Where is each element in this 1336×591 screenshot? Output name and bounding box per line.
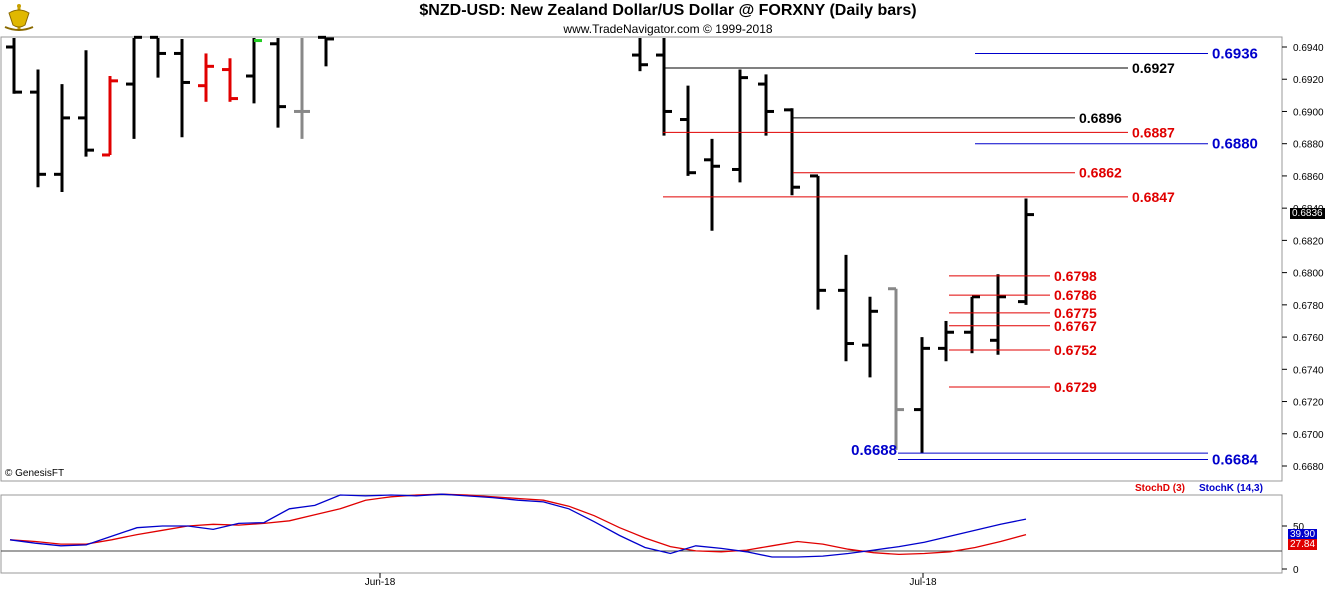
ohlc-bar (838, 254, 854, 362)
ohlc-bar (174, 38, 190, 138)
ohlc-bar (964, 295, 980, 354)
price-tick-label: 0.6920 (1293, 75, 1324, 86)
ohlc-bar (6, 38, 22, 94)
ohlc-bar (632, 38, 648, 72)
ohlc-bar (732, 69, 748, 183)
price-level-label: 0.6862 (1079, 165, 1122, 181)
price-tick-label: 0.6720 (1293, 398, 1324, 409)
stoch-d-last-box: 27.84 (1288, 539, 1318, 550)
ohlc-bar (294, 38, 310, 139)
price-tick-label: 0.6760 (1293, 333, 1324, 344)
stoch-tick-label: 0 (1293, 565, 1299, 576)
price-level-label: 0.6752 (1054, 342, 1097, 358)
x-tick-label: Jun-18 (365, 577, 396, 588)
price-level-label: 0.6927 (1132, 60, 1175, 76)
price-tick-label: 0.6700 (1293, 430, 1324, 441)
ohlc-bar (150, 35, 166, 78)
price-level-label: 0.6896 (1079, 110, 1122, 126)
stoch-tick-label: 50 (1293, 522, 1305, 533)
stoch-series-line (9, 493, 1027, 556)
price-panel (0, 36, 1283, 482)
chart-subtitle: www.TradeNavigator.com © 1999-2018 (563, 22, 773, 36)
price-level-label: 0.6775 (1054, 305, 1097, 321)
price-level-label: 0.6688 (851, 442, 897, 459)
ohlc-bar (54, 84, 70, 193)
ohlc-bar (938, 320, 954, 362)
price-level-label: 0.6684 (1212, 452, 1259, 469)
legend-stoch-d: StochD (3) (1135, 483, 1185, 494)
last-price-box: 0.6836 (1290, 208, 1325, 219)
price-level-label: 0.6729 (1054, 379, 1097, 395)
ohlc-bar (914, 337, 930, 454)
price-level-label: 0.6786 (1054, 287, 1097, 303)
ohlc-bar (758, 74, 774, 136)
ohlc-bar (30, 69, 46, 188)
ohlc-bar (810, 174, 826, 310)
price-level-label: 0.6798 (1054, 268, 1097, 284)
price-tick-label: 0.6820 (1293, 236, 1324, 247)
ohlc-bar (862, 296, 878, 378)
price-tick-label: 0.6680 (1293, 462, 1324, 473)
ohlc-bar (270, 38, 286, 128)
ohlc-bar (784, 108, 800, 196)
price-tick-label: 0.6860 (1293, 172, 1324, 183)
ohlc-bar (222, 58, 238, 102)
stoch-k-last-box: 39.90 (1288, 529, 1318, 540)
ohlc-bar (656, 38, 672, 136)
stochastic-panel (0, 494, 1283, 574)
price-level-label: 0.6880 (1212, 136, 1258, 153)
price-tick-label: 0.6800 (1293, 269, 1324, 280)
price-tick-label: 0.6780 (1293, 301, 1324, 312)
copyright-text: © GenesisFT (5, 468, 65, 479)
ohlc-bar (888, 287, 904, 450)
ohlc-bar (318, 35, 334, 67)
x-tick-label: Jul-18 (909, 577, 937, 588)
price-tick-label: 0.6900 (1293, 107, 1324, 118)
ohlc-bar (680, 85, 696, 176)
ohlc-bar (246, 38, 262, 104)
ohlc-bar (704, 138, 720, 231)
trade-navigator-logo-icon (4, 4, 34, 31)
chart-title: $NZD-USD: New Zealand Dollar/US Dollar @… (419, 2, 917, 19)
ohlc-bar (102, 76, 118, 157)
price-level-label: 0.6847 (1132, 189, 1175, 205)
price-level-label: 0.6936 (1212, 45, 1258, 62)
ohlc-bar (126, 35, 142, 139)
ohlc-bar (198, 53, 214, 102)
price-level-label: 0.6887 (1132, 124, 1175, 140)
price-tick-label: 0.6940 (1293, 43, 1324, 54)
ohlc-bar (1018, 198, 1034, 305)
price-tick-label: 0.6880 (1293, 140, 1324, 151)
price-level-label: 0.6767 (1054, 318, 1097, 334)
stoch-series-line (9, 493, 1027, 558)
legend-stoch-k: StochK (14,3) (1199, 483, 1263, 494)
ohlc-bar (990, 274, 1006, 355)
price-tick-label: 0.6740 (1293, 365, 1324, 376)
ohlc-bar (78, 50, 94, 157)
